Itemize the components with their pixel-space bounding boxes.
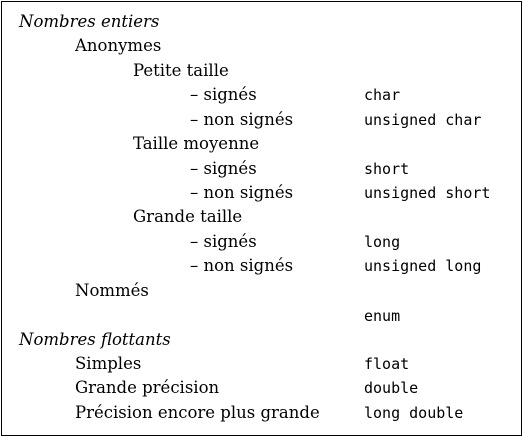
subgroup-label-medium: Taille moyenne [133, 134, 260, 153]
c-type-name: unsigned short [364, 184, 491, 202]
section-heading-floats: Nombres flottants [19, 330, 171, 349]
variant-label: – signés [190, 159, 257, 178]
precision-label: Précision encore plus grande [75, 403, 320, 422]
heading-row-integers: Nombres entiers [2, 10, 521, 34]
c-type-name: char [364, 86, 401, 104]
subgroup-row-small: Petite taille [2, 59, 521, 83]
variant-label: – non signés [190, 110, 294, 129]
type-row-enum: enum [2, 304, 521, 328]
type-row-float: Simples float [2, 352, 521, 376]
c-type-name: long [364, 233, 401, 251]
variant-label: – non signés [190, 256, 294, 275]
subgroup-row-large: Grande taille [2, 205, 521, 229]
subgroup-label-large: Grande taille [133, 207, 243, 226]
heading-row-floats: Nombres flottants [2, 328, 521, 352]
type-row-long: – signés long [2, 230, 521, 254]
c-type-name: enum [364, 307, 401, 325]
c-type-name: long double [364, 404, 464, 422]
variant-label: – signés [190, 85, 257, 104]
type-row-unsigned-char: – non signés unsigned char [2, 108, 521, 132]
group-row-anonymous: Anonymes [2, 34, 521, 58]
type-row-unsigned-long: – non signés unsigned long [2, 254, 521, 278]
type-row-char: – signés char [2, 83, 521, 107]
variant-label: – non signés [190, 183, 294, 202]
c-type-name: unsigned long [364, 257, 482, 275]
type-row-long-double: Précision encore plus grande long double [2, 401, 521, 425]
subgroup-label-small: Petite taille [133, 61, 229, 80]
variant-label: – signés [190, 232, 257, 251]
type-row-double: Grande précision double [2, 376, 521, 400]
precision-label: Simples [75, 354, 142, 373]
group-label-named: Nommés [75, 281, 149, 300]
c-type-name: double [364, 379, 419, 397]
c-type-name: unsigned char [364, 111, 482, 129]
c-type-name: float [364, 355, 410, 373]
group-label-anonymous: Anonymes [75, 36, 162, 55]
c-type-name: short [364, 160, 410, 178]
type-row-unsigned-short: – non signés unsigned short [2, 181, 521, 205]
group-row-named: Nommés [2, 279, 521, 303]
precision-label: Grande précision [75, 378, 220, 397]
subgroup-row-medium: Taille moyenne [2, 132, 521, 156]
section-heading-integers: Nombres entiers [19, 12, 160, 31]
type-row-short: – signés short [2, 157, 521, 181]
